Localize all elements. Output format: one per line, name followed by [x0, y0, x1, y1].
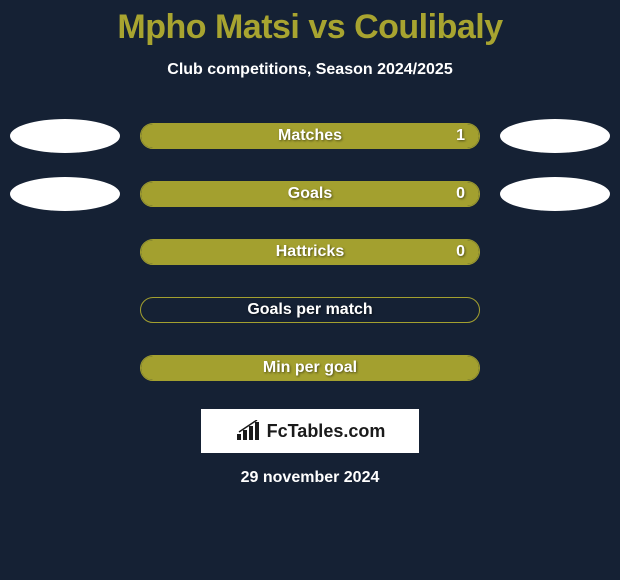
stat-row: Min per goal [0, 351, 620, 385]
player-right-marker [500, 177, 610, 211]
logo-text: FcTables.com [267, 421, 386, 442]
main-container: Mpho Matsi vs Coulibaly Club competition… [0, 0, 620, 487]
stat-row: Goals0 [0, 177, 620, 211]
stat-row: Goals per match [0, 293, 620, 327]
marker-placeholder [10, 293, 120, 327]
subtitle: Club competitions, Season 2024/2025 [0, 61, 620, 79]
stat-bar: Goals0 [140, 181, 480, 207]
stat-bar: Matches1 [140, 123, 480, 149]
player-left-marker [10, 119, 120, 153]
stat-bar-value: 0 [456, 185, 465, 203]
player-right-marker [500, 119, 610, 153]
stats-section: Matches1Goals0Hattricks0Goals per matchM… [0, 119, 620, 385]
marker-placeholder [500, 351, 610, 385]
stat-row: Hattricks0 [0, 235, 620, 269]
marker-placeholder [10, 351, 120, 385]
stat-bar: Min per goal [140, 355, 480, 381]
stat-bar-label: Min per goal [141, 359, 479, 377]
chart-icon [235, 420, 261, 442]
page-title: Mpho Matsi vs Coulibaly [0, 8, 620, 47]
stat-bar-label: Goals per match [141, 301, 479, 319]
date-label: 29 november 2024 [0, 469, 620, 487]
stat-bar-value: 1 [456, 127, 465, 145]
stat-bar-label: Hattricks [141, 243, 479, 261]
marker-placeholder [500, 235, 610, 269]
stat-row: Matches1 [0, 119, 620, 153]
stat-bar-label: Goals [141, 185, 479, 203]
logo-box[interactable]: FcTables.com [201, 409, 419, 453]
stat-bar-value: 0 [456, 243, 465, 261]
marker-placeholder [10, 235, 120, 269]
stat-bar: Goals per match [140, 297, 480, 323]
marker-placeholder [500, 293, 610, 327]
stat-bar-label: Matches [141, 127, 479, 145]
stat-bar: Hattricks0 [140, 239, 480, 265]
player-left-marker [10, 177, 120, 211]
